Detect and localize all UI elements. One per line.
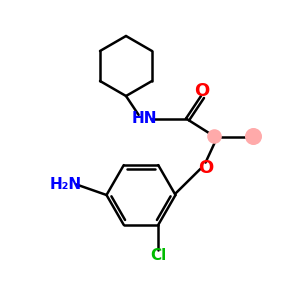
Circle shape bbox=[246, 129, 261, 144]
Text: HN: HN bbox=[131, 111, 157, 126]
Text: H₂N: H₂N bbox=[50, 177, 82, 192]
Text: O: O bbox=[198, 159, 213, 177]
Circle shape bbox=[208, 130, 221, 143]
Text: O: O bbox=[194, 82, 209, 100]
Text: Cl: Cl bbox=[150, 248, 166, 262]
